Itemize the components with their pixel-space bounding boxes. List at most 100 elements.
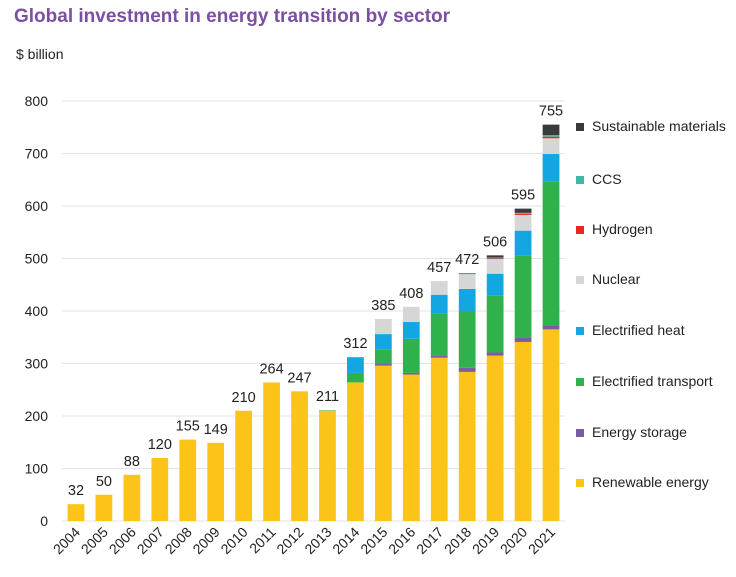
legend-item: Nuclear: [576, 271, 736, 288]
y-axis-ticks: 0 100 200 300 400 500 600 700 800: [25, 93, 49, 529]
legend-swatch: [576, 479, 584, 487]
total-label: 472: [455, 252, 479, 268]
bar-segment-nuclear: [542, 138, 560, 155]
x-tick-label: 2018: [441, 524, 474, 557]
x-tick-label: 2006: [106, 524, 139, 557]
bar-segment-renewable-energy: [347, 382, 364, 521]
legend-item: Energy storage: [576, 424, 736, 441]
bar-segment-nuclear: [486, 259, 504, 274]
bar-stack-2014: [347, 357, 364, 521]
total-label: 32: [68, 483, 84, 499]
bar-segment-electrified-transport: [319, 410, 336, 411]
total-label: 149: [204, 422, 228, 438]
bar-segment-hydrogen: [486, 258, 504, 260]
bar-segment-electrified-heat: [347, 357, 364, 373]
total-label: 408: [399, 286, 423, 302]
bar-segment-electrified-transport: [458, 311, 476, 368]
bar-segment-nuclear: [374, 318, 392, 335]
bar-stack-2016: [402, 306, 420, 521]
bar-segment-renewable-energy: [514, 341, 532, 521]
total-label: 211: [316, 389, 339, 405]
bar-segment-renewable-energy: [542, 329, 560, 521]
bar-segment-nuclear: [514, 214, 532, 231]
legend-item: Electrified transport: [576, 373, 736, 390]
bar-segment-nuclear: [458, 274, 476, 289]
bar-stack-2006: [123, 474, 141, 521]
y-tick-label: 600: [25, 198, 49, 214]
gridlines: [62, 100, 565, 522]
x-tick-label: 2015: [357, 524, 390, 557]
bar-segment-ccs: [486, 257, 504, 259]
bar-segment-energy-storage: [514, 337, 532, 342]
y-tick-label: 400: [25, 303, 49, 319]
x-tick-label: 2008: [162, 524, 195, 557]
x-tick-label: 2014: [329, 524, 362, 557]
bar-segment-renewable-energy: [430, 357, 448, 521]
bar-segment-electrified-transport: [402, 338, 420, 373]
legend-swatch: [576, 378, 584, 386]
bar-segment-hydrogen: [514, 213, 532, 215]
bar-segment-electrified-transport: [542, 181, 560, 326]
x-tick-label: 2021: [525, 524, 558, 557]
bar-stack-2010: [235, 410, 253, 521]
bar-segment-renewable-energy: [291, 391, 308, 521]
y-tick-label: 100: [25, 461, 49, 477]
bar-stack-2020: [514, 208, 532, 521]
bar-segment-ccs: [458, 273, 476, 275]
total-label: 210: [232, 390, 256, 406]
x-tick-label: 2010: [217, 524, 250, 557]
bar-segment-renewable-energy: [67, 504, 85, 521]
bar-segment-renewable-energy: [151, 458, 169, 521]
legend-label: Hydrogen: [592, 221, 653, 237]
y-tick-label: 0: [40, 513, 48, 529]
x-tick-label: 2020: [497, 524, 530, 557]
legend-swatch: [576, 226, 584, 234]
legend-swatch: [576, 123, 584, 131]
bar-segment-electrified-heat: [486, 273, 504, 296]
bar-segment-renewable-energy: [207, 442, 225, 521]
legend-label: Renewable energy: [592, 474, 709, 490]
total-label: 88: [124, 454, 140, 470]
legend-swatch: [576, 276, 584, 284]
y-tick-label: 800: [25, 93, 49, 109]
legend-label: Nuclear: [592, 271, 641, 287]
bar-segment-energy-storage: [374, 364, 392, 366]
x-tick-label: 2012: [273, 524, 306, 557]
bar-stack-2011: [263, 382, 280, 521]
bar-segment-renewable-energy: [486, 355, 504, 521]
bar-segment-sustainable-materials: [514, 208, 532, 213]
bar-segment-energy-storage: [542, 325, 560, 330]
bar-stack-2008: [179, 439, 197, 521]
x-tick-label: 2013: [301, 524, 334, 557]
bar-segment-renewable-energy: [95, 494, 113, 521]
bar-stack-2013: [319, 410, 336, 521]
bar-segment-renewable-energy: [374, 365, 392, 521]
x-tick-label: 2017: [413, 524, 446, 557]
bar-stack-2021: [542, 124, 560, 521]
legend-item: Sustainable materials: [576, 118, 736, 135]
bar-stack-2012: [291, 391, 308, 521]
x-tick-label: 2016: [385, 524, 418, 557]
bar-stack-2005: [95, 494, 113, 521]
bar-segment-sustainable-materials: [486, 255, 504, 258]
y-axis-unit-label: $ billion: [16, 46, 64, 62]
bar-stack-2019: [486, 255, 504, 521]
y-tick-label: 300: [25, 356, 49, 372]
bar-segment-electrified-heat: [374, 334, 392, 350]
bar-segment-renewable-energy: [263, 382, 280, 521]
legend-swatch: [576, 429, 584, 437]
bar-stack-2018: [458, 273, 476, 521]
bar-segment-sustainable-materials: [458, 273, 476, 274]
bar-segment-electrified-transport: [514, 255, 532, 338]
legend-label: Sustainable materials: [592, 118, 726, 134]
legend-item: Renewable energy: [576, 474, 736, 491]
x-tick-label: 2005: [78, 524, 111, 557]
x-tick-label: 2009: [189, 524, 222, 557]
y-tick-label: 700: [25, 146, 49, 162]
total-label: 506: [483, 234, 507, 250]
bar-stack-2009: [207, 442, 225, 521]
total-label: 264: [259, 361, 283, 377]
bar-segment-electrified-transport: [486, 295, 504, 353]
bar-segment-electrified-transport: [374, 349, 392, 365]
